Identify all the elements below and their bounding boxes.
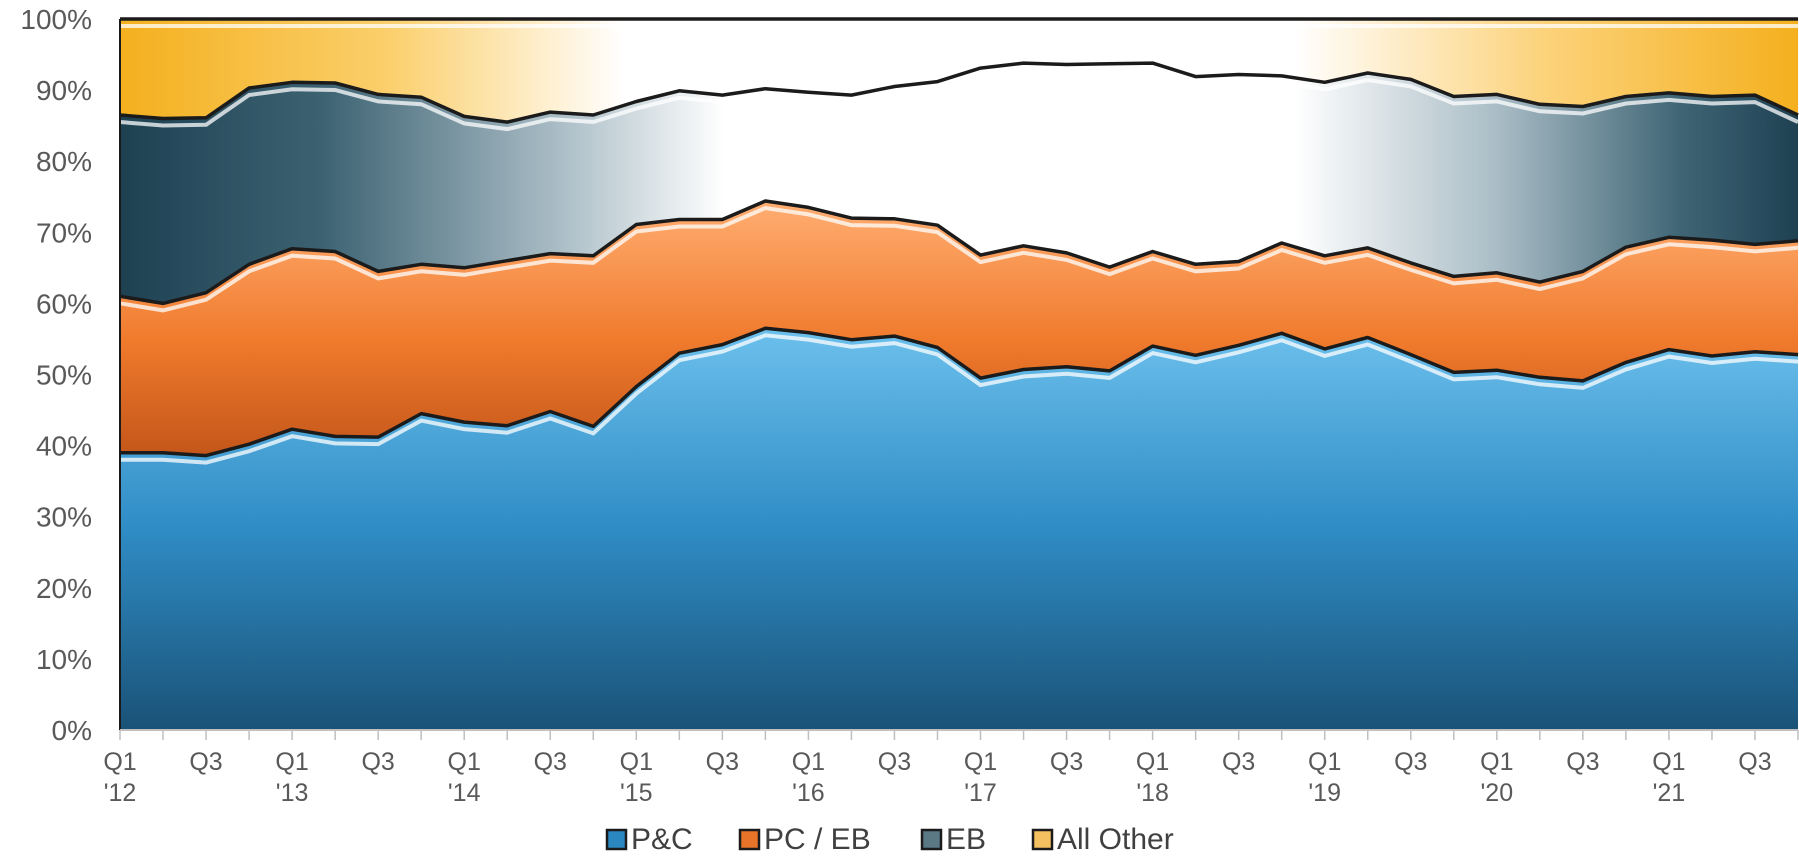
series-areas — [119, 17, 1799, 730]
legend-swatch — [605, 828, 628, 851]
legend-item: EB — [920, 823, 986, 856]
x-tick-label: Q3 — [1566, 748, 1599, 776]
y-axis-tick-labels: 0% 10% 20% 30% 40% 50% 60% 70% 80% 90% 100% — [20, 4, 92, 746]
eb-area-edge — [119, 61, 1799, 124]
y-tick-label: 20% — [36, 573, 92, 604]
y-tick-label: 60% — [36, 288, 92, 319]
eb-area-highlight — [119, 68, 1799, 132]
legend-label: PC / EB — [764, 823, 871, 855]
y-tick-label: 0% — [52, 715, 92, 746]
legend-item: PC / EB — [738, 823, 871, 856]
pc-area — [120, 328, 1798, 730]
pc-area-highlight — [120, 333, 1799, 465]
x-tick-label: Q3 — [361, 748, 394, 776]
y-tick-label: 80% — [36, 146, 92, 177]
x-tick-label: Q1 — [103, 748, 136, 776]
x-tick-year-label: '19 — [1308, 779, 1341, 807]
x-tick-label: Q3 — [1050, 748, 1083, 776]
legend-item: All Other — [1031, 823, 1174, 856]
y-tick-label: 50% — [36, 360, 92, 391]
pc-eb-area-highlight — [119, 205, 1799, 313]
x-tick-year-label: '13 — [276, 779, 309, 807]
legend-label: P&C — [631, 823, 693, 855]
legend-swatch — [738, 828, 761, 851]
x-tick-year-label: '18 — [1136, 779, 1169, 807]
x-tick-label: Q3 — [534, 748, 567, 776]
legend-swatch — [1031, 828, 1054, 851]
y-tick-label: 70% — [36, 217, 92, 248]
x-tick-year-label: '14 — [448, 779, 481, 807]
y-tick-label: 10% — [36, 644, 92, 675]
y-tick-label: 90% — [36, 75, 92, 106]
y-tick-label: 30% — [36, 502, 92, 533]
x-axis-tick-labels: Q1 '12 Q3 Q1 '13 Q3 Q1 '14 Q3 Q1 '15 Q3 Q1 '16 Q3 Q1 '17… — [103, 748, 1771, 807]
x-tick-label: Q1 — [448, 748, 481, 776]
x-tick-label: Q1 — [1136, 748, 1169, 776]
x-tick-label: Q1 — [620, 748, 653, 776]
legend-label: All Other — [1057, 823, 1174, 855]
x-tick-label: Q3 — [706, 748, 739, 776]
legend-swatch — [920, 828, 943, 851]
x-tick-label: Q1 — [964, 748, 997, 776]
x-tick-label: Q1 — [275, 748, 308, 776]
legend-label: EB — [946, 823, 986, 855]
axes — [119, 19, 1799, 740]
y-tick-label: 100% — [20, 4, 92, 35]
pc-eb-area-edge — [119, 199, 1799, 306]
x-tick-label: Q3 — [1738, 748, 1771, 776]
legend-item: P&C — [605, 823, 693, 856]
x-tick-year-label: '21 — [1653, 779, 1686, 807]
pc-area-edge — [120, 326, 1799, 458]
x-tick-label: Q3 — [878, 748, 911, 776]
x-tick-label: Q3 — [1222, 748, 1255, 776]
all-other-area — [120, 19, 1798, 123]
pc-eb-area — [120, 201, 1798, 456]
x-tick-label: Q3 — [189, 748, 222, 776]
x-tick-year-label: '17 — [964, 779, 997, 807]
x-tick-label: Q1 — [1652, 748, 1685, 776]
x-tick-year-label: '16 — [792, 779, 825, 807]
x-tick-label: Q3 — [1394, 748, 1427, 776]
x-tick-label: Q1 — [1308, 748, 1341, 776]
y-tick-label: 40% — [36, 431, 92, 462]
legend: P&C PC / EB EB All Other — [605, 823, 1174, 856]
x-tick-year-label: '20 — [1481, 779, 1514, 807]
x-tick-year-label: '15 — [620, 779, 653, 807]
x-tick-label: Q1 — [792, 748, 825, 776]
x-tick-label: Q1 — [1480, 748, 1513, 776]
x-tick-year-label: '12 — [104, 779, 137, 807]
